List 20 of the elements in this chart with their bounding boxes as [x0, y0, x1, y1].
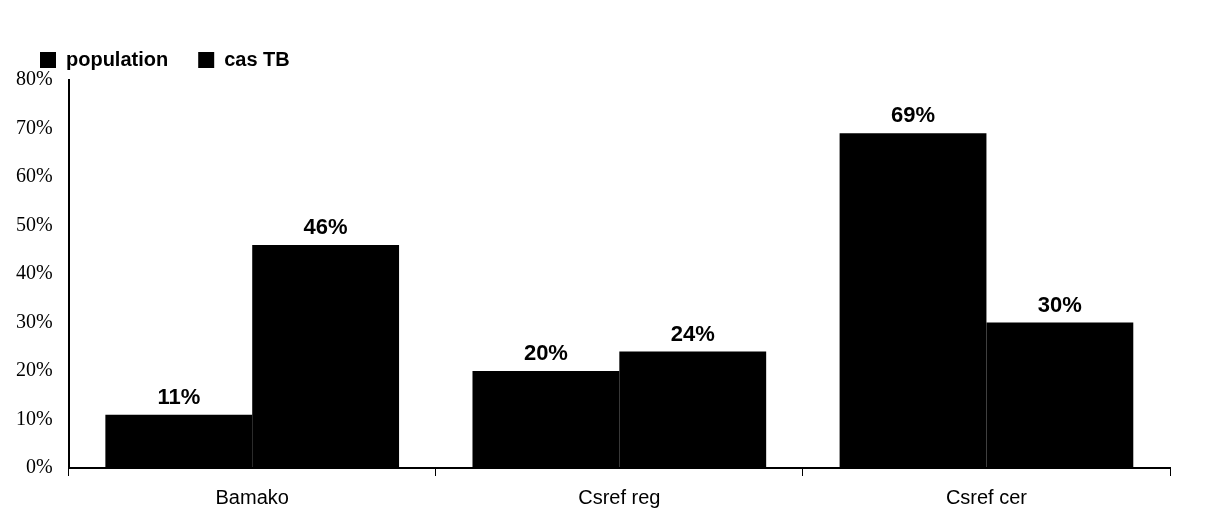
data-label: 46%	[303, 213, 348, 239]
data-label: 20%	[523, 340, 568, 366]
y-tick-label: 40%	[15, 261, 53, 284]
y-tick-label: 70%	[15, 115, 53, 138]
y-tick-label: 30%	[15, 309, 53, 332]
y-tick-label: 0%	[25, 455, 53, 478]
data-label: 11%	[157, 383, 201, 409]
legend-label: population	[66, 47, 169, 70]
x-tick-label: Csref cer	[945, 485, 1028, 508]
x-tick-label: Bamako	[215, 485, 289, 508]
y-tick-label: 50%	[15, 212, 53, 235]
y-tick-label: 20%	[15, 358, 53, 381]
y-tick-label: 60%	[15, 164, 53, 187]
y-tick-label: 80%	[15, 67, 53, 90]
data-label: 69%	[891, 102, 936, 128]
x-tick-label: Csref reg	[578, 485, 661, 508]
y-tick-label: 10%	[15, 406, 53, 429]
data-label: 30%	[1037, 291, 1082, 317]
legend-label: cas TB	[224, 47, 290, 70]
data-label: 24%	[670, 320, 715, 346]
